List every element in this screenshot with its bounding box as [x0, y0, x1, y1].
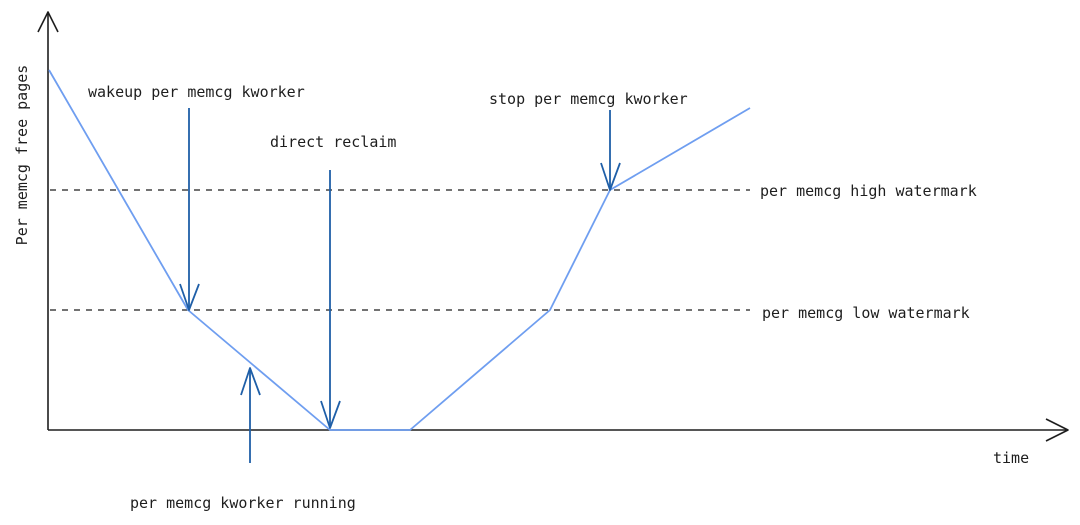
direct-reclaim-arrow	[320, 170, 341, 429]
high-watermark-label: per memcg high watermark	[760, 182, 977, 200]
kworker-running-arrow	[240, 367, 261, 463]
wakeup-label: wakeup per memcg kworker	[88, 83, 305, 101]
wakeup-arrow	[179, 108, 200, 311]
kworker-running-label: per memcg kworker running	[130, 494, 356, 512]
direct-reclaim-label: direct reclaim	[270, 133, 396, 151]
y-axis	[37, 11, 59, 430]
x-axis-label: time	[993, 449, 1029, 467]
stop-label: stop per memcg kworker	[489, 90, 688, 108]
free-pages-curve	[48, 69, 751, 431]
x-axis	[48, 418, 1069, 442]
low-watermark-label: per memcg low watermark	[762, 304, 970, 322]
stop-arrow	[600, 110, 621, 191]
y-axis-label: Per memcg free pages	[13, 65, 31, 246]
